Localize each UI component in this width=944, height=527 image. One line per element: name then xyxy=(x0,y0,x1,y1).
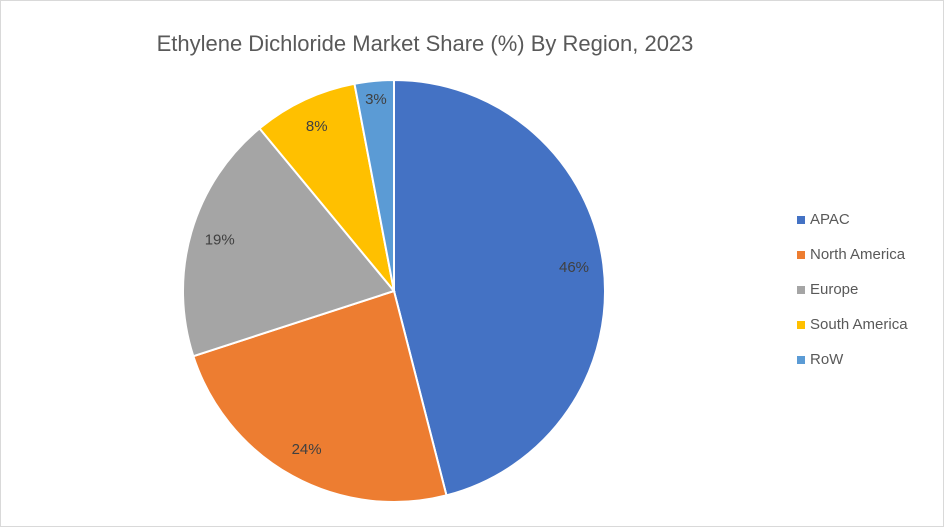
legend-label: North America xyxy=(810,246,906,263)
pie-slice xyxy=(192,289,448,503)
data-label: 24% xyxy=(292,441,322,458)
data-label: 19% xyxy=(205,231,235,248)
pie-slice xyxy=(182,127,396,358)
data-label: 46% xyxy=(559,259,589,276)
legend-swatch xyxy=(797,251,805,259)
legend-label: APAC xyxy=(810,211,850,228)
legend-label: South America xyxy=(810,316,908,333)
chart-title: Ethylene Dichloride Market Share (%) By … xyxy=(157,31,694,56)
pie-slice xyxy=(353,78,395,292)
pie-slice xyxy=(258,82,395,292)
pie-slice xyxy=(393,78,606,497)
legend-label: RoW xyxy=(810,351,844,368)
legend-swatch xyxy=(797,356,805,364)
data-label: 3% xyxy=(365,91,387,108)
data-label: 8% xyxy=(306,118,328,135)
legend-swatch xyxy=(797,321,805,329)
legend-swatch xyxy=(797,286,805,294)
legend-label: Europe xyxy=(810,281,858,298)
legend-swatch xyxy=(797,216,805,224)
